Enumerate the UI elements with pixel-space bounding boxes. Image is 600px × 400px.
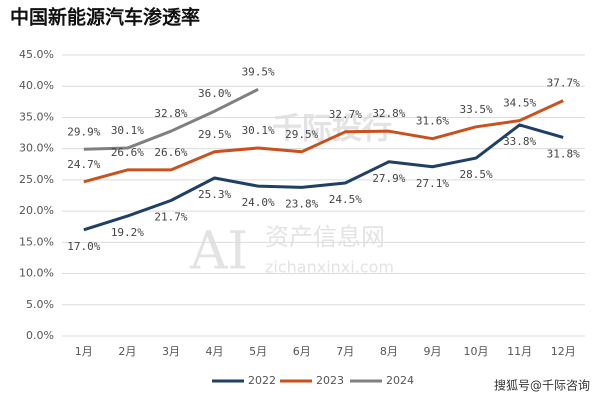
data-label: 26.6% bbox=[111, 146, 144, 159]
y-tick-label: 0.0% bbox=[26, 329, 54, 342]
data-label: 26.6% bbox=[154, 146, 187, 159]
data-label: 21.7% bbox=[154, 210, 187, 223]
legend-label: 2024 bbox=[386, 374, 414, 387]
y-tick-label: 10.0% bbox=[19, 267, 54, 280]
legend-label: 2022 bbox=[248, 374, 276, 387]
data-label: 19.2% bbox=[111, 226, 144, 239]
data-label: 27.1% bbox=[416, 177, 449, 190]
x-tick-label: 2月 bbox=[118, 345, 136, 358]
x-tick-label: 8月 bbox=[380, 345, 398, 358]
x-tick-label: 3月 bbox=[162, 345, 180, 358]
watermark: AI bbox=[189, 222, 248, 282]
data-label: 34.5% bbox=[503, 97, 536, 110]
x-tick-label: 11月 bbox=[507, 345, 532, 358]
y-tick-label: 35.0% bbox=[19, 110, 54, 123]
data-label: 32.7% bbox=[329, 108, 362, 121]
y-tick-label: 30.0% bbox=[19, 142, 54, 155]
x-tick-label: 10月 bbox=[464, 345, 489, 358]
chart-title: 中国新能源汽车渗透率 bbox=[10, 6, 200, 29]
y-tick-label: 45.0% bbox=[19, 48, 54, 61]
y-tick-label: 15.0% bbox=[19, 235, 54, 248]
x-tick-label: 4月 bbox=[206, 345, 224, 358]
x-tick-label: 12月 bbox=[551, 345, 576, 358]
data-label: 29.9% bbox=[67, 125, 100, 138]
data-label: 24.7% bbox=[67, 158, 100, 171]
data-label: 25.3% bbox=[198, 188, 231, 201]
data-label: 31.8% bbox=[547, 147, 580, 160]
series-line bbox=[83, 123, 564, 232]
data-label: 24.0% bbox=[242, 196, 275, 209]
data-label: 29.5% bbox=[285, 128, 318, 141]
y-tick-label: 40.0% bbox=[19, 79, 54, 92]
y-tick-label: 25.0% bbox=[19, 173, 54, 186]
x-tick-label: 6月 bbox=[293, 345, 311, 358]
watermark: zichanxinxi.com bbox=[265, 258, 394, 277]
x-tick-label: 1月 bbox=[75, 345, 93, 358]
y-tick-label: 20.0% bbox=[19, 204, 54, 217]
x-tick-label: 7月 bbox=[336, 345, 354, 358]
data-label: 31.6% bbox=[416, 115, 449, 128]
data-label: 30.1% bbox=[242, 124, 275, 137]
data-label: 32.8% bbox=[154, 107, 187, 120]
data-label: 30.1% bbox=[111, 124, 144, 137]
data-label: 32.8% bbox=[372, 107, 405, 120]
data-label: 33.8% bbox=[503, 135, 536, 148]
watermark: 资产信息网 bbox=[265, 223, 385, 251]
series-line bbox=[83, 88, 259, 151]
x-tick-label: 5月 bbox=[249, 345, 267, 358]
data-label: 29.5% bbox=[198, 128, 231, 141]
data-label: 36.0% bbox=[198, 87, 231, 100]
data-label: 27.9% bbox=[372, 172, 405, 185]
data-label: 39.5% bbox=[242, 65, 275, 78]
data-label: 28.5% bbox=[459, 168, 492, 181]
source-label: 搜狐号@千际咨询 bbox=[494, 378, 590, 393]
data-label: 23.8% bbox=[285, 197, 318, 210]
data-label: 37.7% bbox=[547, 77, 580, 90]
data-label: 24.5% bbox=[329, 193, 362, 206]
data-label: 33.5% bbox=[459, 103, 492, 116]
legend-label: 2023 bbox=[316, 374, 344, 387]
series-line bbox=[83, 99, 564, 184]
data-label: 17.0% bbox=[67, 240, 100, 253]
x-tick-label: 9月 bbox=[423, 345, 441, 358]
y-tick-label: 5.0% bbox=[26, 298, 54, 311]
